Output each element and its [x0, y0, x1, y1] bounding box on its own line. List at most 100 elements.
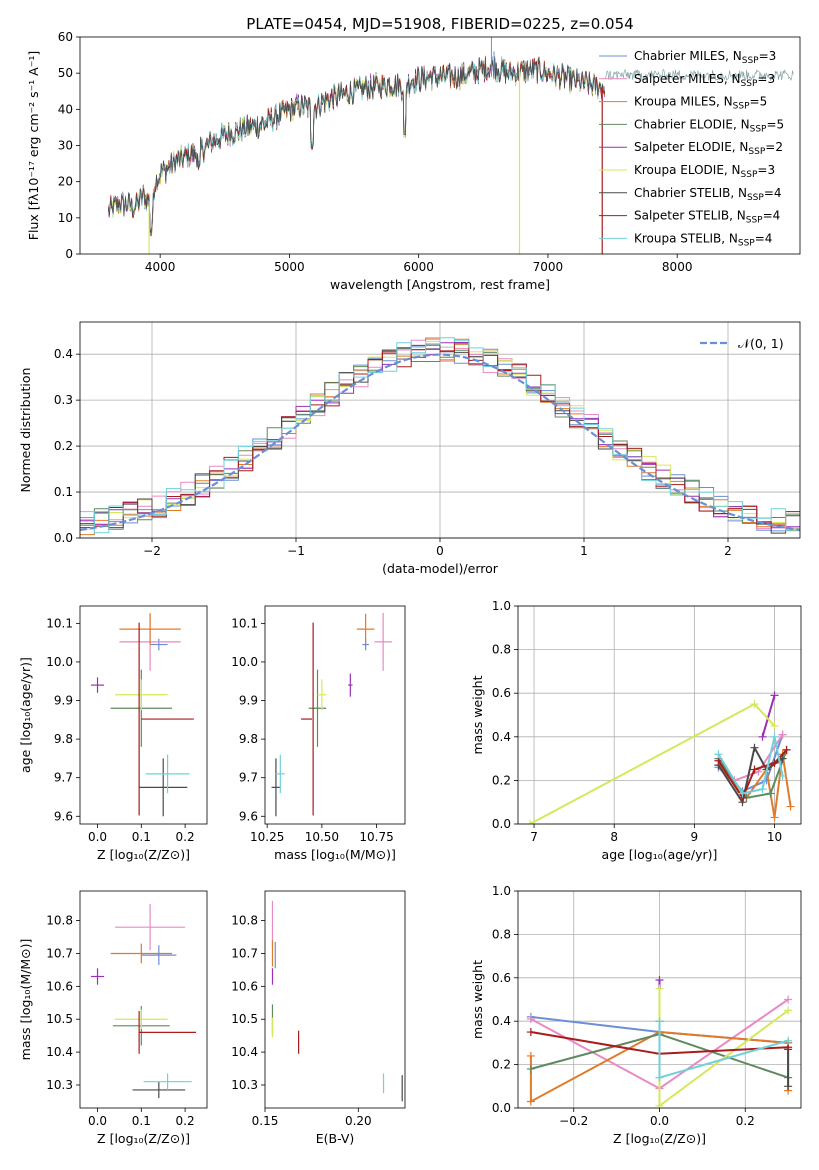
legend-subscript: SSP: [750, 124, 767, 134]
legend-value: =5: [750, 95, 768, 109]
weight-marker-3: [766, 789, 775, 798]
weight-marker-8: [714, 750, 723, 759]
weight-line-4: [761, 695, 776, 738]
x-tick-label: 10.25: [250, 830, 284, 844]
weight-marker-7: [770, 758, 779, 767]
legend-value: =4: [755, 231, 773, 245]
histogram-step-7: [80, 343, 800, 529]
weight-marker-8: [738, 789, 747, 798]
legend-label: Salpeter STELIB, NSSP=4: [634, 209, 780, 226]
y-tick-label: 10.8: [46, 914, 73, 928]
x-axis-label: mass [log₁₀(M/M⊙)]: [274, 847, 396, 862]
y-tick-label: 10.5: [46, 1012, 73, 1026]
y-tick-label: 9.9: [54, 694, 73, 708]
y-tick-label: 40: [58, 102, 73, 116]
weight-marker-8: [778, 772, 787, 781]
legend-value: =5: [766, 117, 784, 131]
y-tick-label: 50: [58, 66, 73, 80]
y-tick-label: 0.4: [492, 1014, 511, 1028]
histogram-step-8: [80, 337, 800, 534]
x-tick-label: 0.2: [736, 1114, 755, 1128]
y-tick-label: 0.0: [492, 1101, 511, 1115]
plot-area-spectrum: [108, 37, 794, 254]
x-tick-label: 0.1: [132, 830, 151, 844]
y-axis-label: mass [log₁₀(M/M⊙)]: [18, 939, 33, 1061]
legend-value: =4: [764, 186, 782, 200]
panel-spectrum: 4000 5000 6000 7000 8000 0 10 20 30 40 50 60 wavelen…: [26, 30, 801, 292]
y-tick-label: 10.4: [231, 1045, 258, 1059]
weight-marker-4: [770, 691, 779, 700]
weight-marker-5: [655, 1101, 664, 1108]
weight-marker-4: [758, 732, 767, 741]
y-axis-label: age [log₁₀(age/yr)]: [18, 657, 33, 773]
x-axis-label: Z [log₁₀(Z/Z⊙)]: [613, 1131, 706, 1146]
y-tick-label: 0.0: [492, 817, 511, 831]
plot-area-weight_vs_age: [526, 691, 795, 824]
axes-frame: [517, 890, 802, 1109]
spectrum-data-line: [604, 68, 794, 82]
y-tick-label: 9.6: [239, 809, 258, 823]
x-tick-label: 7: [530, 830, 538, 844]
weight-marker-1: [526, 1015, 535, 1024]
x-tick-label: 0.15: [252, 1114, 279, 1128]
axes-frame: [79, 321, 801, 539]
x-tick-label: 0.0: [88, 1114, 107, 1128]
panel-mass_vs_Z: 0.0 0.1 0.2 10.3 10.4 10.5 10.6 10.7 10.8 Z [log₁…: [18, 890, 208, 1146]
weight-marker-8: [655, 1073, 664, 1082]
weight-marker-6: [750, 743, 759, 752]
x-tick-label: 8000: [662, 260, 693, 274]
y-tick-label: 0.1: [54, 485, 73, 499]
y-tick-label: 10.7: [46, 946, 73, 960]
axes-frame: [517, 605, 802, 825]
legend-value: =3: [759, 49, 777, 63]
legend-subscript: SSP: [748, 147, 765, 157]
y-tick-label: 9.9: [239, 694, 258, 708]
panel-residuals: −2 −1 0 1 2 0.0 0.1 0.2 0.3 0.4 (data-model)/error…: [18, 321, 801, 576]
weight-marker-5: [655, 984, 664, 993]
x-tick-label: 0.0: [650, 1114, 669, 1128]
axes-frame: [79, 890, 208, 1109]
y-tick-label: 9.6: [54, 809, 73, 823]
weight-marker-5: [784, 1006, 793, 1015]
y-tick-label: 9.7: [54, 771, 73, 785]
legend-subscript: SSP: [738, 238, 755, 248]
x-tick-label: 10: [767, 830, 782, 844]
y-tick-label: 0.4: [54, 347, 73, 361]
x-axis-label: E(B-V): [316, 1131, 355, 1146]
plot-area-weight_vs_Z: [526, 975, 793, 1108]
panel-mass_vs_ebv: 0.15 0.20 10.3 10.4 10.5 10.6 10.7 10.8 E(B-V): [231, 890, 406, 1146]
y-tick-label: 10.1: [46, 616, 73, 630]
y-tick-label: 0.3: [54, 393, 73, 407]
legend-value: =3: [757, 163, 775, 177]
legend-label: Kroupa ELODIE, NSSP=3: [634, 163, 775, 180]
axes-frame: [264, 890, 406, 1109]
x-tick-label: 8: [610, 830, 618, 844]
panel-age_vs_mass: 10.25 10.50 10.75 9.6 9.7 9.8 9.9 10.0 10.1 mass …: [231, 605, 406, 862]
weight-marker-8: [758, 785, 767, 794]
legend-value: =3: [757, 72, 775, 86]
weight-marker-1: [778, 730, 787, 739]
weight-marker-5: [526, 820, 535, 824]
x-axis-label: (data-model)/error: [382, 561, 499, 576]
y-tick-label: 20: [58, 175, 73, 189]
y-tick-label: 0.2: [492, 773, 511, 787]
weight-marker-6: [784, 1082, 793, 1091]
y-tick-label: 1.0: [492, 884, 511, 898]
weight-marker-5: [770, 721, 779, 730]
y-tick-label: 10.0: [231, 655, 258, 669]
legend-label: Chabrier MILES, NSSP=3: [634, 49, 776, 66]
weight-marker-8: [655, 1017, 664, 1026]
legend-label: Kroupa STELIB, NSSP=4: [634, 231, 772, 248]
legend-value: =4: [763, 209, 781, 223]
x-axis-label: Z [log₁₀(Z/Z⊙)]: [97, 847, 190, 862]
y-tick-label: 0.2: [54, 439, 73, 453]
legend-label: Salpeter ELODIE, NSSP=2: [634, 140, 783, 157]
weight-marker-1: [784, 995, 793, 1004]
grid-weight_vs_age: [518, 605, 801, 825]
panel-age_vs_Z: 0.0 0.1 0.2 9.6 9.7 9.8 9.9 10.0 10.1 Z [log₁₀(Z/…: [18, 605, 208, 862]
y-tick-label: 10.6: [46, 979, 73, 993]
plot-area-age_vs_mass: [271, 612, 392, 817]
x-tick-label: 4000: [145, 260, 176, 274]
axes-frame: [79, 36, 801, 255]
